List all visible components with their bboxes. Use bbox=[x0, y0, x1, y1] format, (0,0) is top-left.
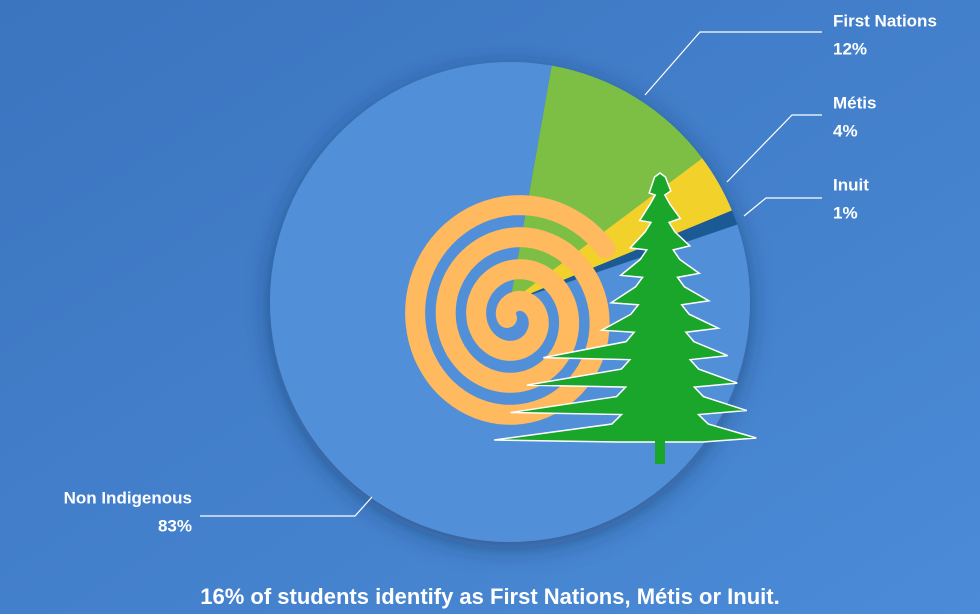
slice-label: First Nations bbox=[833, 11, 937, 30]
slice-value-label: 83% bbox=[158, 516, 192, 535]
logo bbox=[405, 172, 757, 464]
leader-line bbox=[644, 31, 822, 96]
slice-value-label: 1% bbox=[833, 203, 858, 222]
logo-spiral bbox=[405, 195, 616, 425]
caption: 16% of students identify as First Nation… bbox=[200, 584, 779, 609]
slice-value-label: 12% bbox=[833, 39, 867, 58]
leader-line bbox=[743, 197, 822, 217]
leader-line bbox=[200, 496, 373, 517]
slice-label: Non Indigenous bbox=[64, 488, 192, 507]
pie-slice bbox=[510, 210, 738, 302]
pie-slice bbox=[510, 158, 732, 302]
slice-value-label: 4% bbox=[833, 121, 858, 140]
leader-line bbox=[726, 114, 822, 183]
logo-trunk bbox=[655, 422, 665, 464]
slice-label: Métis bbox=[833, 93, 876, 112]
slice-label: Inuit bbox=[833, 175, 869, 194]
